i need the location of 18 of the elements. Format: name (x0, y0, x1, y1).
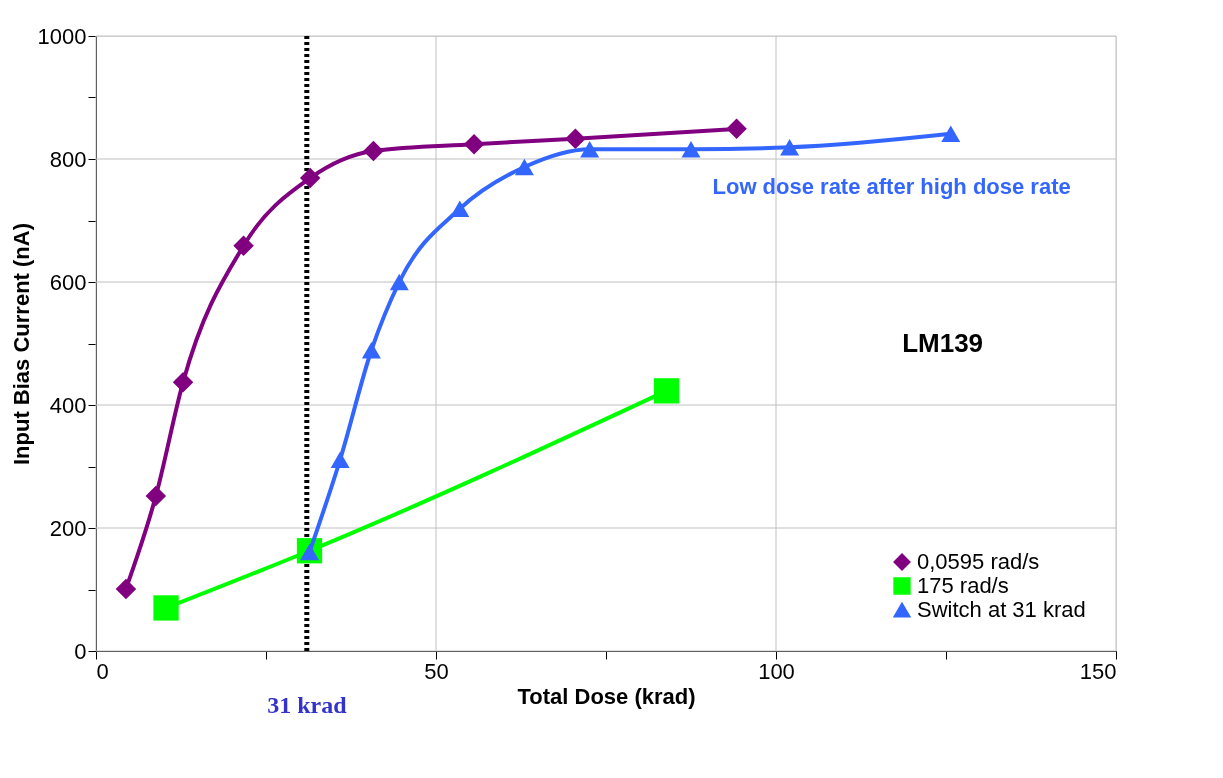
y-tick-label: 0 (74, 638, 87, 664)
legend-label: 0,0595 rad/s (917, 549, 1040, 574)
annotation: LM139 (902, 327, 984, 358)
y-tick-label: 200 (49, 515, 87, 541)
x-tick-label: 100 (758, 658, 795, 684)
y-tick-label: 600 (49, 269, 87, 295)
y-axis-title: Input Bias Current (nA) (8, 223, 34, 465)
ref-line-label: 31 krad (267, 692, 348, 718)
y-tick-label: 800 (49, 146, 87, 172)
x-axis-title: Total Dose (krad) (517, 683, 696, 709)
x-tick-label: 0 (96, 658, 109, 684)
y-tick-label: 1000 (37, 23, 87, 49)
legend-label: Switch at 31 krad (917, 597, 1086, 622)
x-tick-label: 150 (1079, 658, 1117, 684)
y-tick-label: 400 (49, 392, 87, 418)
annotation: Low dose rate after high dose rate (712, 173, 1071, 199)
x-tick-label: 50 (424, 658, 449, 684)
legend-label: 175 rad/s (917, 573, 1009, 598)
